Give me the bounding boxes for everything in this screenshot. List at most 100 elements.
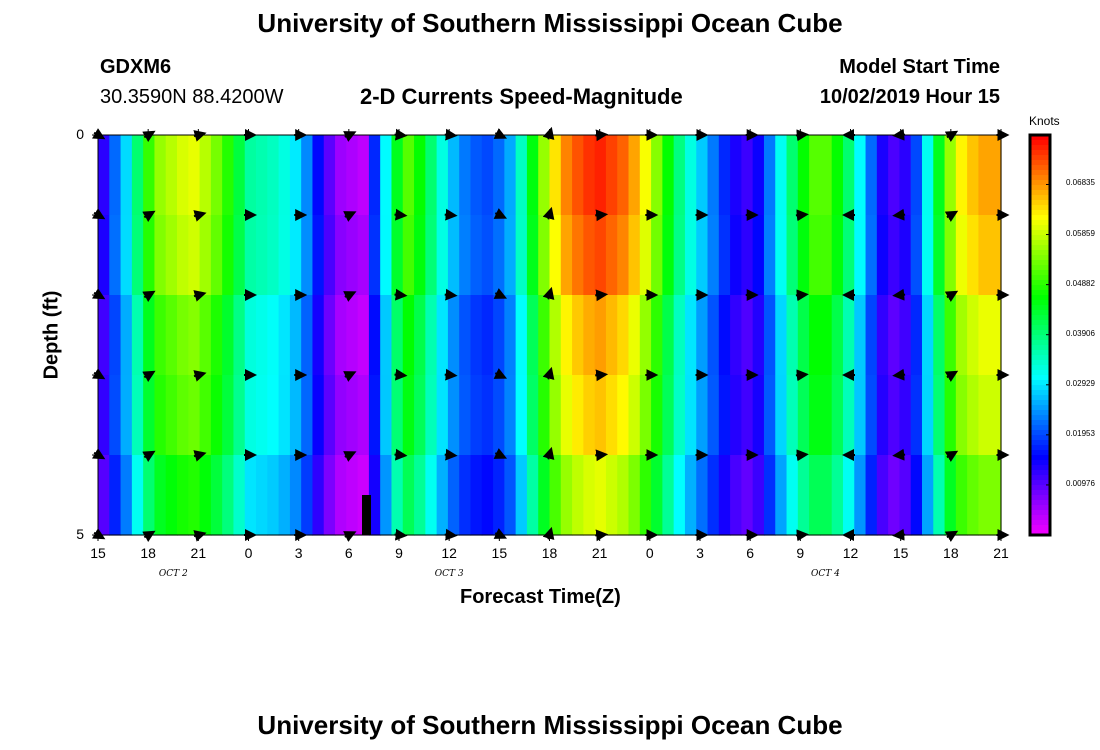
heatmap-cell [233, 455, 246, 536]
heatmap-cell [504, 135, 517, 216]
heatmap-cell [526, 295, 539, 376]
colorbar-swatch [1030, 385, 1050, 391]
heatmap-cell [210, 295, 223, 376]
current-vector-arrow [193, 290, 207, 302]
colorbar-tick-label: 0.05859 [1066, 228, 1095, 238]
heatmap-cell [560, 375, 573, 456]
heatmap-cell [357, 135, 370, 216]
heatmap-cell [854, 135, 867, 216]
heatmap-cell [233, 215, 246, 296]
colorbar-swatch [1030, 530, 1050, 536]
heatmap-cell [526, 455, 539, 536]
heatmap-cell [673, 215, 686, 296]
x-tick-label: 18 [541, 545, 558, 561]
heatmap-cell [165, 215, 178, 296]
heatmap-cell [899, 215, 912, 296]
colorbar-tick-label: 0.02929 [1066, 378, 1095, 388]
current-vector-arrow [343, 451, 357, 462]
colorbar-swatch [1030, 515, 1050, 521]
colorbar-swatch [1030, 490, 1050, 496]
heatmap-cell [775, 455, 788, 536]
current-vector-arrow [493, 208, 508, 219]
heatmap-cell [718, 135, 731, 216]
heatmap-cell [120, 135, 133, 216]
heatmap-cell [944, 215, 957, 296]
heatmap-cell [560, 455, 573, 536]
heatmap-cell [414, 295, 426, 376]
heatmap-cell [741, 375, 754, 456]
x-tick-label: 21 [993, 545, 1009, 561]
heatmap-cell [109, 215, 122, 296]
colorbar-swatch [1030, 525, 1050, 531]
heatmap-cell [515, 215, 528, 296]
heatmap-cell [436, 215, 449, 296]
heatmap-cell [165, 135, 178, 216]
heatmap-cell [380, 375, 393, 456]
heatmap-cell [549, 375, 562, 456]
heatmap-cell [346, 295, 359, 376]
heatmap-cell [256, 375, 268, 456]
heatmap-cell [199, 455, 212, 536]
heatmap-cell [391, 455, 404, 536]
colorbar-swatch [1030, 350, 1050, 356]
heatmap-cell [447, 135, 460, 216]
heatmap-cell [809, 375, 821, 456]
heatmap-cell [368, 215, 381, 296]
heatmap-cell [899, 455, 912, 536]
current-vector-arrow [542, 366, 555, 381]
heatmap-cell [854, 215, 867, 296]
y-axis-title: Depth (ft) [40, 290, 63, 380]
heatmap-cell [391, 215, 404, 296]
colorbar-swatch [1030, 230, 1050, 236]
current-vector-arrow [394, 208, 408, 221]
heatmap-cell [605, 215, 618, 296]
heatmap-cell [459, 295, 472, 376]
heatmap-cell [188, 455, 201, 536]
heatmap-cell [572, 295, 584, 376]
colorbar-swatch [1030, 170, 1050, 176]
heatmap-cell [921, 215, 934, 296]
heatmap-cell [368, 455, 381, 536]
current-vector-arrow [193, 370, 207, 382]
colorbar-tick-label: 0.03906 [1066, 328, 1095, 338]
heatmap-cell [944, 455, 957, 536]
x-tick-label: 21 [591, 545, 608, 561]
colorbar-swatch [1030, 460, 1050, 466]
heatmap-cell [639, 135, 652, 216]
heatmap-cell [346, 135, 359, 216]
heatmap-cell [989, 375, 1002, 456]
heatmap-cell [233, 295, 246, 376]
heatmap-cell [572, 455, 584, 536]
heatmap-cell [493, 455, 505, 536]
current-vector-arrow [394, 448, 408, 461]
heatmap-cell [357, 215, 370, 296]
heatmap-cell [301, 455, 314, 536]
heatmap-cell [549, 295, 562, 376]
heatmap-cell [955, 455, 968, 536]
current-vector-arrow [795, 369, 809, 382]
current-vector-arrow [595, 369, 609, 382]
heatmap-cell [684, 215, 697, 296]
heatmap-cell [481, 455, 494, 536]
heatmap-cell [278, 295, 291, 376]
colorbar-tick-label: 0.01953 [1066, 428, 1095, 438]
heatmap-cell [402, 135, 415, 216]
bathymetry-bar [362, 495, 371, 535]
heatmap-cell [459, 215, 472, 296]
heatmap-cell [165, 455, 178, 536]
heatmap-cell [888, 135, 901, 216]
heatmap-cell [267, 375, 280, 456]
heatmap-cell [244, 375, 257, 456]
colorbar-swatch [1030, 450, 1050, 456]
heatmap-cell [662, 455, 675, 536]
heatmap-cell [651, 455, 663, 536]
colorbar-swatch [1030, 260, 1050, 266]
heatmap-cell [910, 135, 923, 216]
heatmap-cell [447, 215, 460, 296]
heatmap-cell [786, 375, 799, 456]
heatmap-cell [605, 295, 618, 376]
colorbar-swatch [1030, 410, 1050, 416]
heatmap-cell [820, 135, 833, 216]
x-tick-label: 6 [746, 545, 755, 561]
heatmap-cell [222, 375, 235, 456]
